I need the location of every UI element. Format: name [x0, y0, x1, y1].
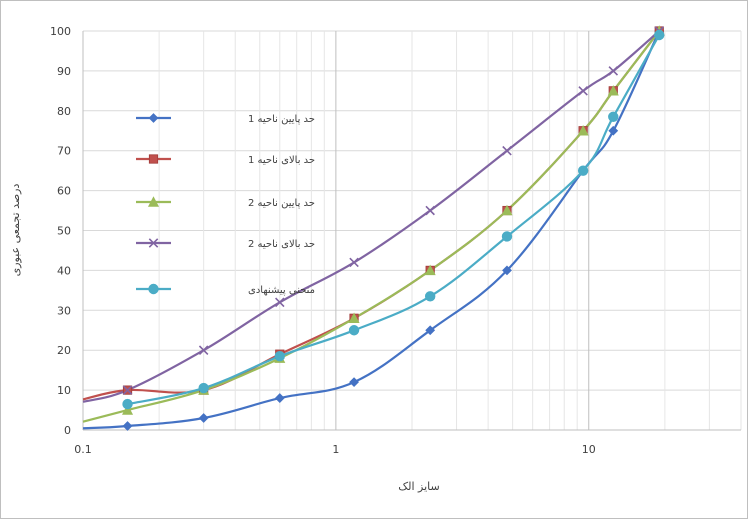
- data-point-series-4: [275, 297, 285, 308]
- data-point-series-5: [577, 165, 589, 176]
- data-point-series-4: [198, 345, 209, 355]
- legend-label: حد بالای ناحیه 2: [248, 239, 315, 250]
- legend-label: حد پایین ناحیه 1: [248, 114, 315, 125]
- gridlines: [82, 30, 742, 431]
- data-point-series-1: [198, 413, 209, 423]
- legend-marker: [147, 196, 160, 207]
- legend: حد پایین ناحیه 1 حد بالای ناحیه 1 حد پایین…: [136, 113, 315, 296]
- legend-marker: [148, 113, 159, 123]
- legend-entry-1: حد پایین ناحیه 1: [136, 113, 315, 125]
- y-tick-label: 80: [57, 105, 71, 118]
- y-tick-label: 40: [57, 264, 71, 277]
- data-point-series-4: [425, 205, 435, 216]
- data-point-series-5: [274, 350, 285, 362]
- series-line-3: [82, 30, 661, 423]
- data-point-series-5: [198, 382, 209, 394]
- series-line-2: [82, 30, 661, 401]
- data-point-series-3: [607, 85, 619, 96]
- data-point-series-5: [424, 291, 436, 302]
- data-point-series-5: [608, 111, 619, 122]
- data-point-series-1: [274, 393, 285, 403]
- y-axis-title: درصد تجمعی عبوری: [9, 184, 22, 277]
- data-point-series-3: [577, 124, 589, 136]
- data-point-series-5: [501, 231, 513, 242]
- series-line-1: [82, 30, 661, 430]
- legend-label: منحنی پیشنهادی: [248, 285, 315, 296]
- legend-marker: [148, 154, 159, 164]
- y-tick-label: 90: [57, 65, 71, 78]
- data-point-series-3: [121, 404, 134, 415]
- x-tick-label: 0.1: [74, 443, 92, 456]
- x-axis-title: سایز الک: [398, 480, 439, 493]
- tick-labels: 0 10 20 30 40 50 60 70 80 90 100 0.1 1 10: [50, 25, 596, 456]
- legend-entry-4: حد بالای ناحیه 2: [136, 238, 315, 250]
- series-line-4: [82, 30, 660, 403]
- y-tick-label: 10: [57, 384, 71, 397]
- y-tick-label: 30: [57, 304, 71, 317]
- data-point-series-1: [122, 421, 133, 431]
- legend-entry-2: حد بالای ناحیه 1: [136, 154, 315, 166]
- data-point-series-4: [578, 86, 588, 96]
- legend-label: حد بالای ناحیه 1: [248, 155, 315, 166]
- data-point-series-3: [501, 204, 513, 216]
- y-tick-label: 20: [57, 344, 71, 357]
- legend-entry-3: حد پایین ناحیه 2: [136, 196, 315, 209]
- legend-marker: [148, 238, 159, 248]
- data-point-series-5: [654, 29, 665, 41]
- data-point-series-4: [122, 385, 133, 395]
- data-point-series-5: [348, 325, 360, 336]
- y-tick-label: 70: [57, 145, 71, 158]
- x-tick-label: 10: [582, 443, 596, 456]
- data-point-series-1: [502, 265, 512, 276]
- series-markers: [121, 25, 665, 431]
- series-lines: [82, 30, 661, 430]
- legend-label: حد پایین ناحیه 2: [248, 198, 315, 209]
- data-point-series-4: [502, 145, 512, 156]
- data-point-series-4: [349, 257, 359, 268]
- y-tick-label: 100: [50, 25, 71, 38]
- data-point-series-1: [349, 377, 359, 388]
- data-point-series-3: [348, 312, 360, 323]
- x-tick-label: 1: [332, 443, 339, 456]
- y-tick-label: 50: [57, 225, 71, 238]
- data-point-series-4: [608, 66, 619, 76]
- data-point-series-3: [424, 264, 436, 276]
- data-point-series-5: [122, 398, 133, 410]
- data-point-series-1: [608, 125, 619, 136]
- legend-entry-5: منحنی پیشنهادی: [136, 283, 315, 296]
- legend-marker: [148, 283, 159, 295]
- data-point-series-1: [425, 325, 436, 336]
- y-tick-label: 0: [64, 424, 71, 437]
- y-tick-label: 60: [57, 185, 71, 198]
